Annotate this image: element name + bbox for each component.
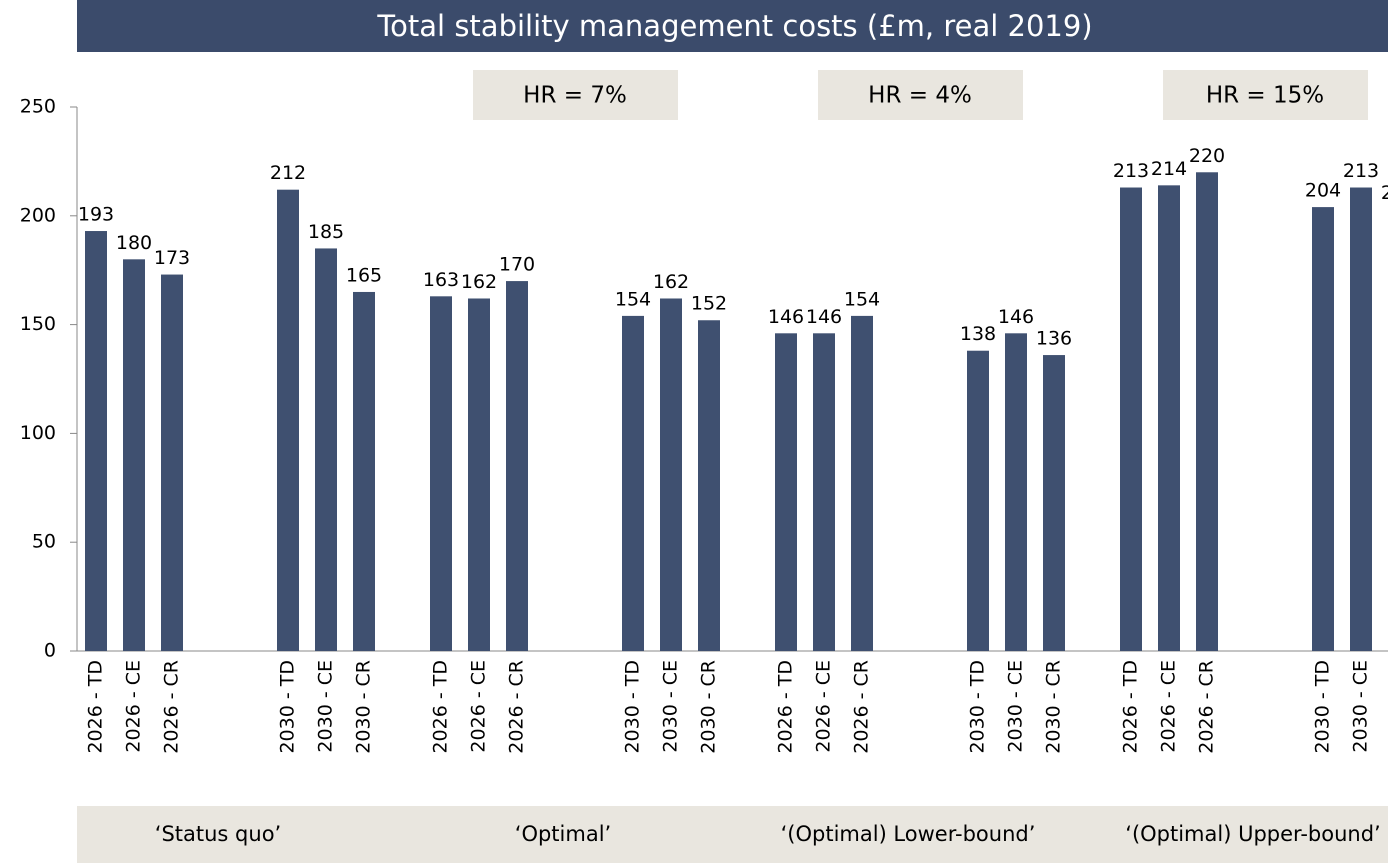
group-header: HR = 7% [523,83,627,109]
bar [1005,333,1027,651]
group-label: ‘Status quo’ [155,822,281,846]
x-tick-label: 2026 - CE [1158,660,1180,753]
value-label: 185 [308,221,344,243]
chart-title: Total stability management costs (£m, re… [376,9,1092,43]
x-tick-label: 2030 - CR [353,660,375,754]
value-label: 138 [960,323,996,345]
y-tick-label: 100 [20,422,56,444]
x-tick-label: 2026 - TD [85,660,107,754]
x-tick-label: 2030 - TD [1312,660,1334,754]
bar [967,350,989,651]
group-label: ‘(Optimal) Upper-bound’ [1125,822,1380,846]
value-label: 154 [844,288,880,310]
x-tick-label: 2030 - CE [1350,660,1372,753]
value-label: 170 [499,254,535,276]
x-tick-label: 2026 - CE [468,660,490,753]
bar [1196,172,1218,651]
bar [468,298,490,651]
y-tick-label: 150 [20,313,56,335]
x-tick-label: 2030 - CE [660,660,682,753]
x-tick-label: 2026 - CR [1196,660,1218,754]
header-box [473,70,678,120]
bar [85,231,107,652]
bar [851,315,873,651]
group-header: HR = 4% [868,83,972,109]
bar [698,320,720,651]
bar [506,281,528,651]
bar [430,296,452,651]
value-label: 204 [1305,180,1341,202]
x-tick-label: 2026 - TD [430,660,452,754]
value-label: 173 [154,247,190,269]
x-tick-label: 2026 - TD [775,660,797,754]
x-tick-label: 2030 - TD [277,660,299,754]
group-header: HR = 15% [1206,83,1324,109]
y-tick-label: 200 [20,204,56,226]
value-label: 146 [998,306,1034,328]
bar [123,259,145,651]
x-tick-label: 2026 - CR [506,660,528,754]
bar [353,291,375,651]
x-tick-label: 2026 - CR [161,660,183,754]
bar [1158,185,1180,651]
value-label: 162 [461,271,497,293]
bar [813,333,835,651]
bar [1120,187,1142,651]
value-label: 214 [1151,158,1187,180]
value-label: 193 [78,204,114,226]
bar [161,274,183,651]
value-label: 180 [116,232,152,254]
value-label: 136 [1036,328,1072,350]
x-tick-label: 2026 - CE [813,660,835,753]
x-tick-label: 2030 - CE [1005,660,1027,753]
header-box [1163,70,1368,120]
value-label: 154 [615,288,651,310]
group-label-bar [77,806,1388,863]
value-label: 162 [653,271,689,293]
y-tick-label: 50 [32,531,56,553]
value-label: 163 [423,269,459,291]
value-label: 165 [346,264,382,286]
value-label: 146 [768,306,804,328]
bar [277,189,299,652]
bar [1043,355,1065,651]
value-label: 213 [1113,160,1149,182]
bar [1350,187,1372,651]
group-label: ‘Optimal’ [515,822,611,846]
y-tick-label: 250 [20,96,56,118]
x-tick-label: 2030 - TD [967,660,989,754]
x-tick-label: 2026 - TD [1120,660,1142,754]
title-bar [77,0,1388,52]
value-label: 212 [270,162,306,184]
y-tick-label: 0 [44,640,56,662]
value-label: 146 [806,306,842,328]
value-label: 220 [1189,145,1225,167]
header-box [818,70,1023,120]
x-tick-label: 2030 - CE [315,660,337,753]
bar [775,333,797,651]
x-tick-label: 2026 - CE [123,660,145,753]
bar [1312,207,1334,651]
x-tick-label: 2030 - CR [698,660,720,754]
value-label: 152 [691,293,727,315]
bar [660,298,682,651]
value-label: 213 [1343,160,1379,182]
bar [622,315,644,651]
bar [315,248,337,651]
group-label: ‘(Optimal) Lower-bound’ [781,822,1036,846]
x-tick-label: 2026 - CR [851,660,873,754]
x-tick-label: 2030 - TD [622,660,644,754]
x-tick-label: 2030 - CR [1043,660,1065,754]
value-label: 203 [1381,182,1388,204]
